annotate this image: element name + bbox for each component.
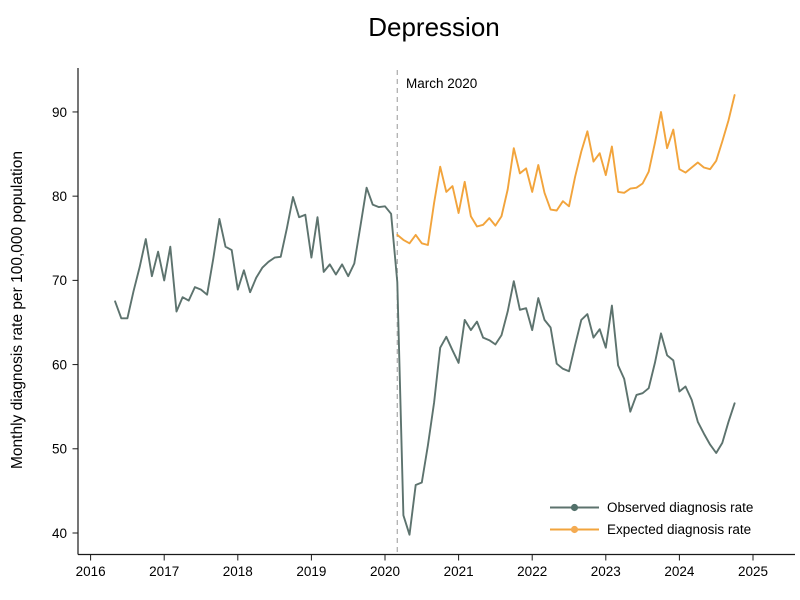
x-tick-label: 2021 bbox=[444, 564, 474, 579]
y-tick-label: 50 bbox=[52, 442, 67, 457]
y-tick-label: 60 bbox=[52, 357, 67, 372]
legend-label-observed: Observed diagnosis rate bbox=[607, 500, 753, 515]
y-tick-label: 90 bbox=[52, 105, 67, 120]
observed-diagnosis-line bbox=[114, 186, 736, 536]
chart-title: Depression bbox=[368, 12, 500, 42]
chart-legend: Observed diagnosis rate Expected diagnos… bbox=[550, 500, 753, 537]
x-tick-label: 2025 bbox=[738, 564, 768, 579]
legend-marker-expected bbox=[570, 525, 579, 534]
y-tick-label: 80 bbox=[52, 189, 67, 204]
legend-label-expected: Expected diagnosis rate bbox=[607, 522, 751, 537]
legend-marker-observed bbox=[570, 503, 579, 512]
expected-diagnosis-line bbox=[396, 94, 736, 246]
march-2020-annotation: March 2020 bbox=[406, 76, 477, 91]
data-series-lines bbox=[114, 94, 736, 536]
x-tick-label: 2022 bbox=[517, 564, 547, 579]
x-tick-label: 2016 bbox=[76, 564, 106, 579]
x-tick-label: 2023 bbox=[591, 564, 621, 579]
x-tick-label: 2018 bbox=[223, 564, 253, 579]
y-tick-label: 40 bbox=[52, 526, 67, 541]
x-tick-label: 2017 bbox=[149, 564, 179, 579]
y-tick-label: 70 bbox=[52, 273, 67, 288]
x-tick-label: 2019 bbox=[296, 564, 326, 579]
x-tick-label: 2020 bbox=[370, 564, 400, 579]
x-tick-label: 2024 bbox=[664, 564, 695, 579]
y-axis-title: Monthly diagnosis rate per 100,000 popul… bbox=[9, 151, 26, 469]
x-axis-ticks: 2016 2017 2018 2019 2020 2021 2022 2023 2024 2025 bbox=[76, 554, 768, 579]
y-axis-ticks: 40 50 60 70 80 90 bbox=[52, 105, 78, 541]
